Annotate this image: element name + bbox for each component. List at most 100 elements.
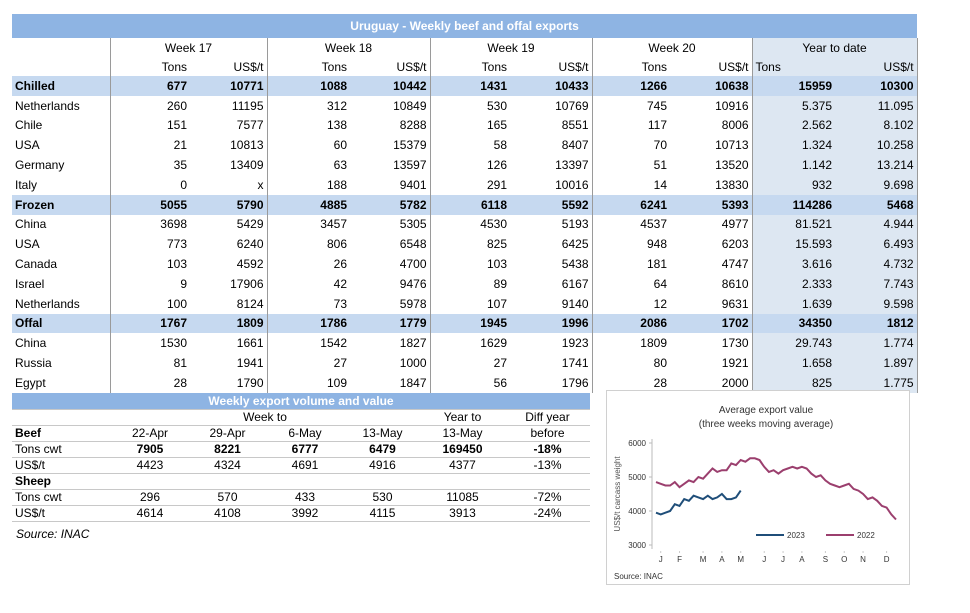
x-tick-label: A <box>719 555 725 564</box>
cell: 35 <box>173 158 187 173</box>
cell: 3.616 <box>752 254 835 274</box>
column-header: Week to <box>110 409 420 426</box>
data-row: Tons cwt 7905 8221 6777 6479 169450 -18% <box>12 441 590 458</box>
cell: 7577 <box>190 115 268 136</box>
cell: 21 <box>173 138 187 153</box>
blank-cell <box>12 38 111 57</box>
cell: 117 <box>647 118 667 133</box>
table-title: Weekly export volume and value <box>12 393 590 410</box>
row-label: Germany <box>12 155 111 175</box>
cell: 1767 <box>110 313 190 334</box>
data-row: USA 21 10813 60 15379 58 8407 70 10713 1.324 10.25… <box>12 135 918 156</box>
blank-cell <box>505 473 590 490</box>
chart-frame <box>606 390 910 585</box>
cell: 10813 <box>190 135 268 156</box>
cell: 81.521 <box>752 214 835 235</box>
cell: 4977 <box>670 214 753 235</box>
cell: 188 <box>326 177 347 192</box>
cell: 12 <box>653 296 667 311</box>
cell: 6548 <box>350 234 431 255</box>
row-label: China <box>12 214 111 235</box>
cell: 14 <box>653 177 667 192</box>
cell: 530 <box>345 489 420 506</box>
x-tick-label: J <box>781 555 785 564</box>
section-row: Chilled 677 10771 1088 10442 1431 10433 1266 106… <box>12 76 918 96</box>
cell: 5978 <box>350 293 431 314</box>
cell: 806 <box>326 237 347 252</box>
cell: 1.658 <box>752 353 835 373</box>
cell: 60 <box>333 138 347 153</box>
cell: 1530 <box>160 336 187 351</box>
cell: 1.324 <box>752 135 835 156</box>
data-row: USA 773 6240 806 6548 825 6425 948 6203 15.593 6.4… <box>12 234 918 255</box>
cell: -18% <box>505 441 590 458</box>
cell: 5790 <box>190 194 268 215</box>
cell: 9401 <box>350 174 431 195</box>
cell: 5393 <box>670 194 753 215</box>
data-row: Netherlands 260 11195 312 10849 530 10769 745 10… <box>12 95 918 116</box>
cell: 4108 <box>190 505 265 522</box>
cell: 1.639 <box>752 293 835 314</box>
cell: 570 <box>190 489 265 506</box>
cell: 8.102 <box>835 115 918 136</box>
row-label: Frozen <box>12 194 111 215</box>
cell: 9.598 <box>835 293 918 314</box>
blank-cell <box>265 473 345 490</box>
cell: 4592 <box>190 254 268 274</box>
cell: 11195 <box>190 95 268 116</box>
column-header: 29-Apr <box>190 425 265 442</box>
cell: 4377 <box>420 457 505 474</box>
cell: 5782 <box>350 194 431 215</box>
cell: 1266 <box>592 76 670 96</box>
cell: 70 <box>653 138 667 153</box>
data-row: Germany 35 13409 63 13597 126 13397 51 13520 1.14… <box>12 155 918 175</box>
row-label: China <box>12 333 111 354</box>
row-label: Tons cwt <box>12 489 110 506</box>
x-tick-label: F <box>677 555 682 564</box>
cell: 27 <box>333 356 347 371</box>
title-row: Uruguay - Weekly beef and offal exports <box>12 14 918 38</box>
row-label: Netherlands <box>12 95 111 116</box>
cell: 9140 <box>510 293 593 314</box>
cell: 1809 <box>640 336 667 351</box>
column-header: Year to <box>420 409 505 426</box>
cell: 10442 <box>350 76 431 96</box>
unit-header: Tons <box>161 59 187 74</box>
column-header: 6-May <box>265 425 345 442</box>
cell: 13.214 <box>835 155 918 175</box>
row-label: Netherlands <box>12 293 111 314</box>
cell: 8610 <box>670 273 753 294</box>
cell: 312 <box>326 98 347 113</box>
cell: 5.375 <box>752 95 835 116</box>
data-row: Egypt 28 1790 109 1847 56 1796 28 2000 825 1.775 <box>12 372 918 393</box>
cell: x <box>190 174 268 195</box>
cell: -24% <box>505 505 590 522</box>
source-note: Source: INAC <box>16 527 90 541</box>
x-tick-label: A <box>799 555 805 564</box>
cell: 4691 <box>265 457 345 474</box>
unit-header: Tons <box>752 57 835 76</box>
cell: 2086 <box>592 313 670 334</box>
cell: 4423 <box>110 457 190 474</box>
cell: 7905 <box>110 441 190 458</box>
unit-header: US$/t <box>670 57 753 76</box>
cell: 17906 <box>190 273 268 294</box>
cell: 1847 <box>350 372 431 393</box>
cell: 126 <box>486 158 507 173</box>
cell: 1923 <box>510 333 593 354</box>
cell: 5468 <box>835 194 918 215</box>
cell: 1741 <box>510 353 593 373</box>
title-row: Weekly export volume and value <box>12 393 590 410</box>
blank-cell <box>420 473 505 490</box>
cell: 8407 <box>510 135 593 156</box>
cell: 6479 <box>345 441 420 458</box>
row-label: USA <box>12 135 111 156</box>
column-header: before <box>505 425 590 442</box>
cell: 2.333 <box>752 273 835 294</box>
blank-cell <box>12 57 111 76</box>
cell: 5429 <box>190 214 268 235</box>
cell: 8551 <box>510 115 593 136</box>
section-label: Beef <box>12 425 110 442</box>
cell: 10.258 <box>835 135 918 156</box>
volume-table: Weekly export volume and value Week to Yea… <box>12 393 590 522</box>
